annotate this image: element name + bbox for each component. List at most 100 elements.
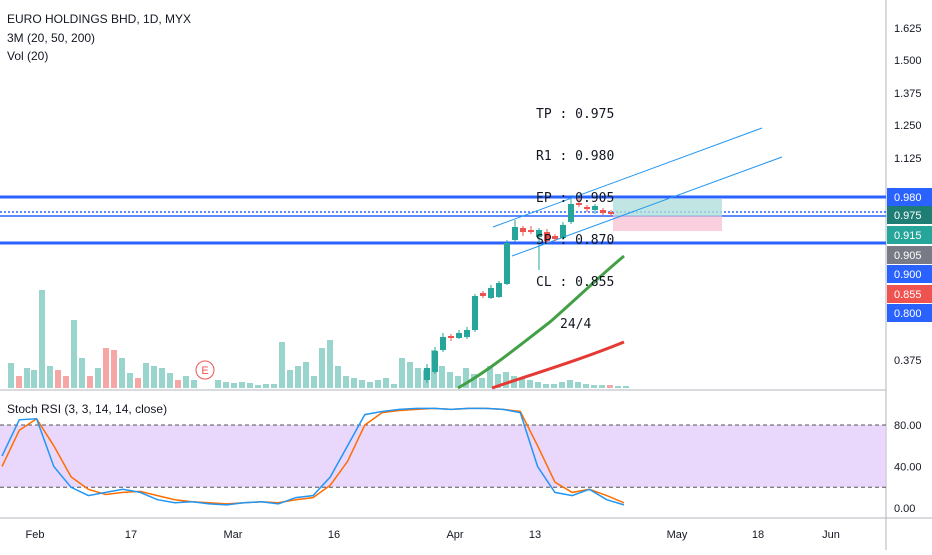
volume-bar [383,378,389,388]
volume-bar [303,362,309,388]
volume-bar [239,382,245,388]
profit-zone [613,199,722,216]
chart-title: EURO HOLDINGS BHD, 1D, MYX [7,12,192,26]
volume-bar [615,386,621,388]
candle-body [576,203,582,205]
price-badge-label: 0.800 [894,308,922,320]
volume-bar [463,368,469,388]
candle-body [504,243,510,284]
time-tick-label: Jun [822,529,840,541]
volume-bar [607,385,613,388]
candle-body [520,228,526,232]
volume-bar [151,366,157,388]
stoch-d-line [1,407,625,505]
volume-bar [455,376,461,388]
volume-bar [63,376,69,388]
time-tick-label: 13 [529,529,541,541]
candle-body [600,210,606,213]
candle-body [544,232,550,241]
volume-bar [503,372,509,388]
volume-bar [159,368,165,388]
price-badge [887,188,932,206]
candle-body [584,207,590,209]
price-badge [887,246,932,264]
volume-bar [599,385,605,388]
volume-bar [47,366,53,388]
price-badge-label: 0.905 [894,250,922,262]
volume-bar [71,320,77,388]
candle-body [568,204,574,222]
price-tick-label: 1.125 [894,153,922,165]
price-badge-label: 0.855 [894,289,922,301]
candle-body [608,212,614,214]
loss-zone [613,216,722,231]
earnings-marker [195,360,215,380]
volume-bar [319,348,325,388]
volume-bar [391,384,397,388]
volume-bar [255,385,261,388]
candle-body [472,296,478,330]
volume-bar [311,376,317,388]
volume-bar [359,380,365,388]
price-tick-label: 1.625 [894,23,922,35]
price-tick-label: 1.375 [894,88,922,100]
earnings-marker-label: E [201,365,208,377]
price-tick-label: 0.375 [894,355,922,367]
volume-bar [479,378,485,388]
volume-bar [335,366,341,388]
volume-bar [31,370,37,388]
volume-bar [223,382,229,388]
volume-bar [407,362,413,388]
volume-bar [247,383,253,388]
candle-body [560,225,566,238]
annotation-line-ep: EP : 0.905 [536,191,615,206]
volume-bar [271,384,277,388]
volume-bar [495,374,501,388]
volume-bar [127,373,133,388]
annotation-line-tp: TP : 0.975 [536,107,615,122]
candle-body [432,351,438,372]
stoch-tick-label: 0.00 [894,503,915,515]
volume-bar [39,290,45,388]
volume-bar [367,382,373,388]
volume-bar [295,366,301,388]
volume-bar [183,376,189,388]
ma-legend: 3M (20, 50, 200) [7,31,96,45]
price-badge-label: 0.975 [894,210,922,222]
volume-bar [471,374,477,388]
time-tick-label: 18 [752,529,764,541]
price-tick-label: 1.500 [894,55,922,67]
time-tick-label: May [667,529,688,541]
stoch-band [0,425,886,488]
channel-upper [492,127,763,228]
price-badge [887,265,932,283]
annotation-date: 24/4 [560,317,592,332]
time-tick-label: Mar [224,529,243,541]
stoch-rsi-legend: Stoch RSI (3, 3, 14, 14, close) [7,402,168,416]
volume-bar [399,358,405,388]
candle-body [512,227,518,240]
volume-bar [567,380,573,388]
time-tick-label: Apr [446,529,463,541]
stoch-tick-label: 40.00 [894,462,922,474]
candle-body [592,206,598,210]
volume-bar [439,366,445,388]
candle-body [424,368,430,380]
volume-bar [175,380,181,388]
volume-bar [191,380,197,388]
volume-bar [343,376,349,388]
price-tick-label: 1.250 [894,120,922,132]
price-badge [887,285,932,303]
candle-body [552,236,558,239]
candle-body [496,283,502,297]
volume-bar [55,370,61,388]
trade-plan-annotation: TP : 0.975 R1 : 0.980 EP : 0.905 SP : 0.… [536,80,614,346]
candle-body [528,230,534,232]
volume-bar [575,382,581,388]
candle-body [488,288,494,298]
volume-bar [263,384,269,388]
candle-body [440,337,446,350]
volume-bar [519,378,525,388]
